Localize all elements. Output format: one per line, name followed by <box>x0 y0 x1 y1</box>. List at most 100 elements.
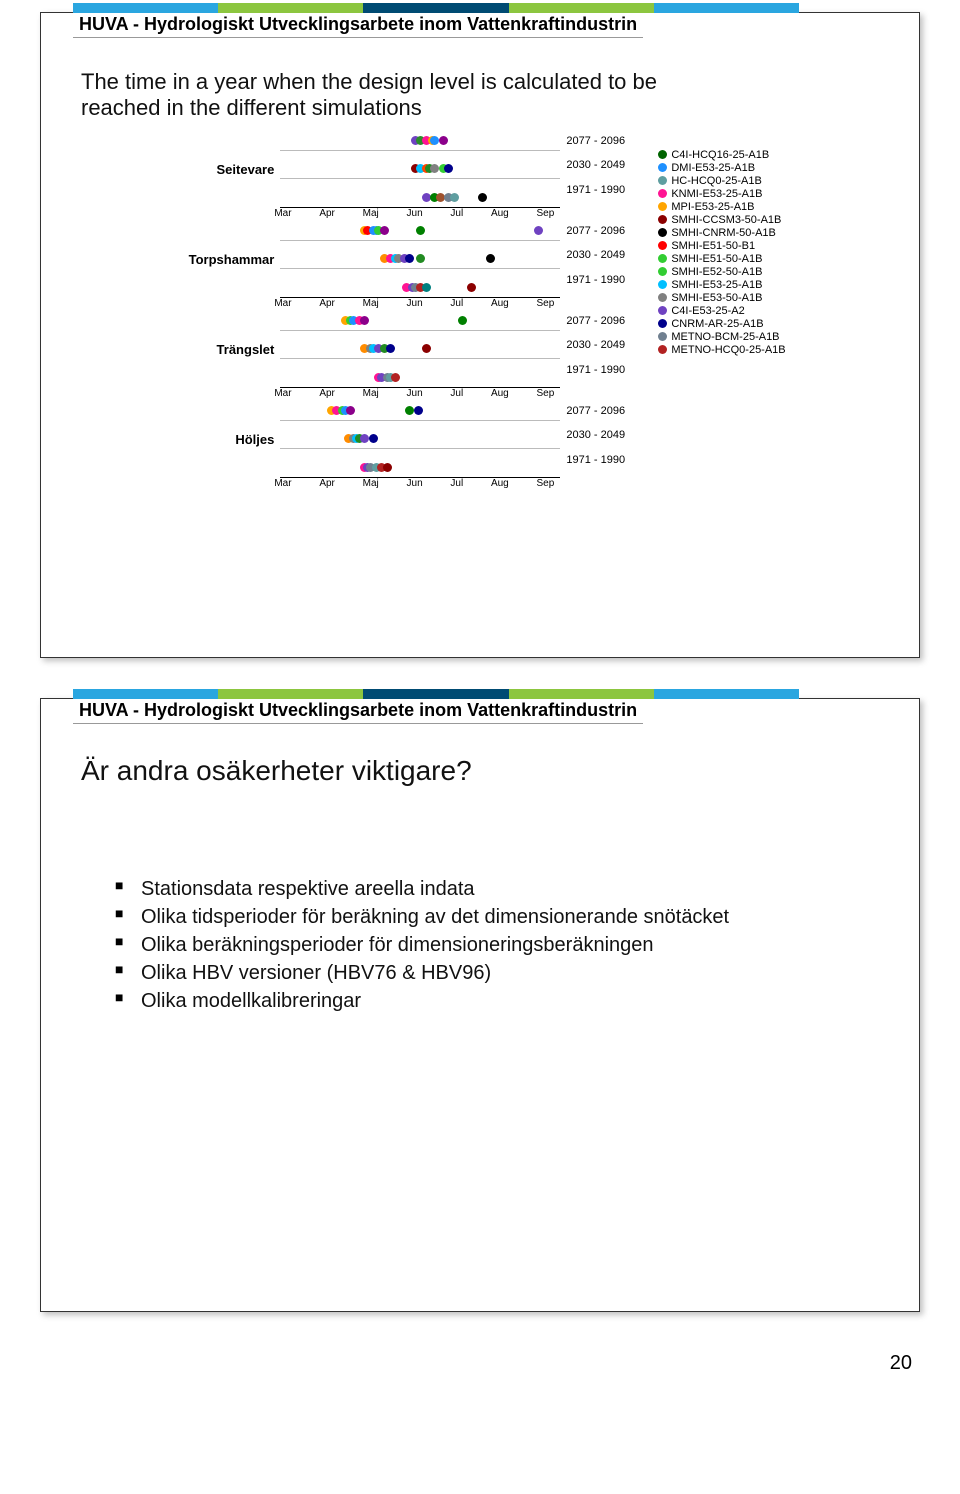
row-label: Höljes <box>174 402 280 478</box>
x-tick-label: Aug <box>491 208 509 222</box>
x-tick-label: Jun <box>407 388 423 402</box>
data-point <box>360 434 369 443</box>
period-track <box>280 402 560 421</box>
period-track <box>280 189 560 207</box>
row-label: Trängslet <box>174 312 280 388</box>
legend-label: C4I-E53-25-A2 <box>671 305 744 317</box>
banner-color-bar <box>73 689 799 699</box>
x-tick-label: Jun <box>407 298 423 312</box>
banner-segment <box>726 3 799 13</box>
legend-label: SMHI-E51-50-B1 <box>671 240 755 252</box>
row-period-labels: 2077 - 20962030 - 20491971 - 1990 <box>560 222 646 298</box>
bullet-item: Olika tidsperioder för beräkning av det … <box>115 905 901 929</box>
x-tick-label: Sep <box>536 388 554 402</box>
legend-item: SMHI-E51-50-B1 <box>658 240 785 252</box>
legend-swatch <box>658 332 667 341</box>
period-track <box>280 132 560 151</box>
x-tick-label: Jun <box>407 478 423 492</box>
x-tick-label: Mar <box>274 388 291 402</box>
banner-segment <box>146 3 219 13</box>
period-label: 2077 - 2096 <box>566 405 646 417</box>
data-point <box>416 254 425 263</box>
legend-label: METNO-HCQ0-25-A1B <box>671 344 785 356</box>
slide-banner: HUVA - Hydrologiskt Utvecklingsarbete in… <box>73 689 799 724</box>
row-label: Torpshammar <box>174 222 280 298</box>
legend-label: KNMI-E53-25-A1B <box>671 188 762 200</box>
row-plot <box>280 402 560 478</box>
period-label: 2030 - 2049 <box>566 339 646 351</box>
slide-banner: HUVA - Hydrologiskt Utvecklingsarbete in… <box>73 3 799 38</box>
x-tick-label: Aug <box>491 298 509 312</box>
legend-swatch <box>658 319 667 328</box>
legend-swatch <box>658 176 667 185</box>
banner-segment <box>146 689 219 699</box>
x-tick-label: Mar <box>274 208 291 222</box>
slide1-body-text: The time in a year when the design level… <box>81 69 721 122</box>
data-point <box>369 434 378 443</box>
x-tick-label: Maj <box>363 298 379 312</box>
period-label: 1971 - 1990 <box>566 454 646 466</box>
legend-swatch <box>658 215 667 224</box>
legend-item: SMHI-E53-50-A1B <box>658 292 785 304</box>
period-track <box>280 222 560 241</box>
legend-item: SMHI-E53-25-A1B <box>658 279 785 291</box>
bullet-item: Stationsdata respektive areella indata <box>115 877 901 901</box>
banner-color-bar <box>73 3 799 13</box>
period-label: 1971 - 1990 <box>566 184 646 196</box>
data-point <box>380 226 389 235</box>
chart-row: Torpshammar 2077 - 20962030 - 20491971 - … <box>174 222 646 298</box>
data-point <box>450 193 459 202</box>
banner-segment <box>654 689 727 699</box>
data-point <box>416 226 425 235</box>
banner-title: HUVA - Hydrologiskt Utvecklingsarbete in… <box>73 699 643 724</box>
legend-label: SMHI-CCSM3-50-A1B <box>671 214 781 226</box>
slide2-bullets: Stationsdata respektive areella indata Ol… <box>115 877 901 1013</box>
period-track <box>280 340 560 359</box>
data-point <box>478 193 487 202</box>
legend-swatch <box>658 150 667 159</box>
legend-swatch <box>658 267 667 276</box>
banner-segment <box>509 3 582 13</box>
data-point <box>534 226 543 235</box>
legend-swatch <box>658 189 667 198</box>
x-tick-label: Mar <box>274 478 291 492</box>
banner-segment <box>509 689 582 699</box>
legend-label: C4I-HCQ16-25-A1B <box>671 149 769 161</box>
legend-item: DMI-E53-25-A1B <box>658 162 785 174</box>
x-axis-ticks: MarAprMajJunJulAugSep <box>274 298 554 312</box>
data-point <box>405 254 414 263</box>
x-tick-label: Jul <box>450 388 463 402</box>
period-label: 1971 - 1990 <box>566 364 646 376</box>
legend-item: KNMI-E53-25-A1B <box>658 188 785 200</box>
slide-1: HUVA - Hydrologiskt Utvecklingsarbete in… <box>40 12 920 658</box>
legend-label: HC-HCQ0-25-A1B <box>671 175 761 187</box>
period-track <box>280 279 560 297</box>
legend-item: MPI-E53-25-A1B <box>658 201 785 213</box>
x-tick-label: Jul <box>450 298 463 312</box>
x-tick-label: Jul <box>450 478 463 492</box>
data-point <box>386 344 395 353</box>
row-plot <box>280 312 560 388</box>
legend-item: C4I-HCQ16-25-A1B <box>658 149 785 161</box>
legend-swatch <box>658 345 667 354</box>
banner-segment <box>581 3 654 13</box>
row-period-labels: 2077 - 20962030 - 20491971 - 1990 <box>560 402 646 478</box>
x-tick-label: Apr <box>319 208 335 222</box>
legend-item: C4I-E53-25-A2 <box>658 305 785 317</box>
data-point <box>383 463 392 472</box>
banner-segment <box>436 689 509 699</box>
x-tick-label: Sep <box>536 298 554 312</box>
legend-label: DMI-E53-25-A1B <box>671 162 755 174</box>
banner-segment <box>291 689 364 699</box>
data-point <box>439 136 448 145</box>
period-track <box>280 459 560 477</box>
x-tick-label: Apr <box>319 388 335 402</box>
banner-segment <box>218 689 291 699</box>
period-label: 2077 - 2096 <box>566 315 646 327</box>
legend-swatch <box>658 280 667 289</box>
x-axis-ticks: MarAprMajJunJulAugSep <box>274 208 554 222</box>
period-track <box>280 160 560 179</box>
legend-swatch <box>658 254 667 263</box>
banner-title: HUVA - Hydrologiskt Utvecklingsarbete in… <box>73 13 643 38</box>
chart-row: Trängslet 2077 - 2096 2030 - 2049 1971 - 19… <box>174 312 646 388</box>
